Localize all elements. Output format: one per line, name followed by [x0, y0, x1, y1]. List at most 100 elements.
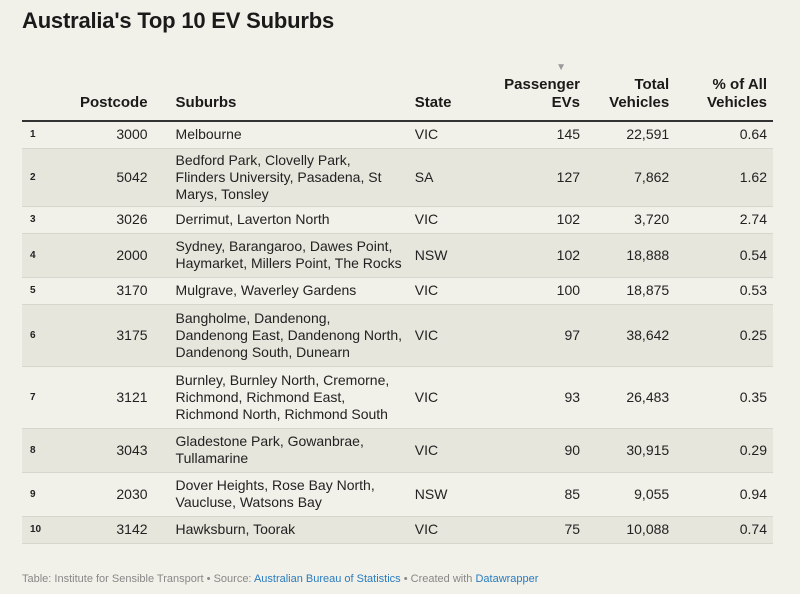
cell-postcode: 5042	[63, 148, 154, 207]
chart-footer: Table: Institute for Sensible Transport …	[22, 573, 538, 585]
cell-suburbs: Hawksburn, Toorak	[153, 516, 409, 544]
cell-state: VIC	[408, 516, 478, 544]
cell-state: VIC	[408, 428, 478, 473]
cell-passenger-evs: 90	[477, 428, 587, 473]
cell-postcode: 2030	[63, 472, 154, 517]
cell-rank: 2	[22, 148, 64, 207]
cell-state: SA	[408, 148, 478, 207]
header-postcode[interactable]: Postcode	[63, 62, 154, 122]
cell-passenger-evs: 102	[477, 233, 587, 278]
cell-total-vehicles: 18,888	[586, 233, 676, 278]
table-header-row: Postcode Suburbs State ▼ Passenger EVs T…	[22, 62, 773, 122]
footer-source-label: Source:	[213, 573, 254, 585]
cell-suburbs: Sydney, Barangaroo, Dawes Point, Haymark…	[153, 233, 409, 278]
table-row: 7 3121 Burnley, Burnley North, Cremorne, R…	[22, 366, 773, 429]
sort-desc-icon: ▼	[556, 62, 567, 73]
cell-rank: 5	[22, 277, 64, 305]
cell-postcode: 3142	[63, 516, 154, 544]
cell-suburbs: Melbourne	[153, 121, 409, 149]
header-total-vehicles[interactable]: Total Vehicles	[586, 62, 676, 122]
footer-table-credit: Table: Institute for Sensible Transport	[22, 573, 204, 585]
header-passenger-evs-label: Passenger EVs	[504, 76, 581, 111]
cell-total-vehicles: 26,483	[586, 366, 676, 429]
cell-state: VIC	[408, 206, 478, 234]
table-body: 1 3000 Melbourne VIC 145 22,591 0.64 2 5042 Bedfo…	[22, 121, 773, 544]
table-row: 5 3170 Mulgrave, Waverley Gardens VIC 100 18,…	[22, 277, 773, 305]
footer-separator: •	[203, 573, 214, 585]
cell-suburbs: Dover Heights, Rose Bay North, Vaucluse,…	[153, 472, 409, 517]
table-row: 1 3000 Melbourne VIC 145 22,591 0.64	[22, 121, 773, 149]
cell-rank: 8	[22, 428, 64, 473]
cell-state: VIC	[408, 304, 478, 367]
cell-total-vehicles: 10,088	[586, 516, 676, 544]
table-row: 8 3043 Gladestone Park, Gowanbrae, Tullama…	[22, 428, 773, 473]
cell-state: NSW	[408, 233, 478, 278]
table-row: 3 3026 Derrimut, Laverton North VIC 102 3,720…	[22, 206, 773, 234]
cell-pct-all-vehicles: 0.53	[675, 277, 773, 305]
header-rank	[22, 62, 64, 122]
cell-pct-all-vehicles: 0.74	[675, 516, 773, 544]
cell-suburbs: Derrimut, Laverton North	[153, 206, 409, 234]
cell-total-vehicles: 22,591	[586, 121, 676, 149]
cell-total-vehicles: 9,055	[586, 472, 676, 517]
cell-rank: 1	[22, 121, 64, 149]
cell-postcode: 3121	[63, 366, 154, 429]
cell-suburbs: Burnley, Burnley North, Cremorne, Richmo…	[153, 366, 409, 429]
cell-total-vehicles: 7,862	[586, 148, 676, 207]
cell-rank: 7	[22, 366, 64, 429]
cell-passenger-evs: 145	[477, 121, 587, 149]
cell-postcode: 3043	[63, 428, 154, 473]
cell-state: VIC	[408, 277, 478, 305]
cell-suburbs: Bangholme, Dandenong, Dandenong East, Da…	[153, 304, 409, 367]
header-passenger-evs[interactable]: ▼ Passenger EVs	[477, 62, 587, 122]
cell-suburbs: Bedford Park, Clovelly Park, Flinders Un…	[153, 148, 409, 207]
cell-pct-all-vehicles: 0.25	[675, 304, 773, 367]
header-pct-all-vehicles[interactable]: % of All Vehicles	[675, 62, 773, 122]
header-suburbs[interactable]: Suburbs	[153, 62, 409, 122]
cell-rank: 10	[22, 516, 64, 544]
cell-pct-all-vehicles: 0.29	[675, 428, 773, 473]
cell-passenger-evs: 102	[477, 206, 587, 234]
cell-passenger-evs: 93	[477, 366, 587, 429]
cell-total-vehicles: 38,642	[586, 304, 676, 367]
cell-passenger-evs: 127	[477, 148, 587, 207]
cell-passenger-evs: 85	[477, 472, 587, 517]
cell-rank: 4	[22, 233, 64, 278]
cell-passenger-evs: 75	[477, 516, 587, 544]
cell-pct-all-vehicles: 2.74	[675, 206, 773, 234]
footer-datawrapper-link[interactable]: Datawrapper	[475, 573, 539, 585]
cell-state: VIC	[408, 121, 478, 149]
chart-title: Australia's Top 10 EV Suburbs	[22, 8, 334, 33]
cell-passenger-evs: 100	[477, 277, 587, 305]
header-state[interactable]: State	[408, 62, 478, 122]
table-row: 2 5042 Bedford Park, Clovelly Park, Flinde…	[22, 148, 773, 207]
ev-suburbs-table: Postcode Suburbs State ▼ Passenger EVs T…	[22, 62, 773, 544]
cell-state: NSW	[408, 472, 478, 517]
cell-rank: 6	[22, 304, 64, 367]
footer-source-link[interactable]: Australian Bureau of Statistics	[253, 573, 401, 585]
cell-postcode: 2000	[63, 233, 154, 278]
cell-postcode: 3026	[63, 206, 154, 234]
cell-postcode: 3175	[63, 304, 154, 367]
table-row: 9 2030 Dover Heights, Rose Bay North, Vauc…	[22, 472, 773, 517]
footer-created-label: Created with	[410, 573, 476, 585]
footer-separator: •	[400, 573, 411, 585]
cell-pct-all-vehicles: 0.64	[675, 121, 773, 149]
table-row: 6 3175 Bangholme, Dandenong, Dandenong Eas…	[22, 304, 773, 367]
cell-postcode: 3000	[63, 121, 154, 149]
cell-passenger-evs: 97	[477, 304, 587, 367]
cell-postcode: 3170	[63, 277, 154, 305]
table-row: 10 3142 Hawksburn, Toorak VIC 75 10,088 0.74	[22, 516, 773, 544]
cell-suburbs: Mulgrave, Waverley Gardens	[153, 277, 409, 305]
cell-pct-all-vehicles: 0.54	[675, 233, 773, 278]
cell-total-vehicles: 30,915	[586, 428, 676, 473]
cell-state: VIC	[408, 366, 478, 429]
cell-total-vehicles: 3,720	[586, 206, 676, 234]
cell-pct-all-vehicles: 0.35	[675, 366, 773, 429]
cell-rank: 3	[22, 206, 64, 234]
cell-pct-all-vehicles: 0.94	[675, 472, 773, 517]
cell-pct-all-vehicles: 1.62	[675, 148, 773, 207]
cell-total-vehicles: 18,875	[586, 277, 676, 305]
cell-suburbs: Gladestone Park, Gowanbrae, Tullamarine	[153, 428, 409, 473]
cell-rank: 9	[22, 472, 64, 517]
